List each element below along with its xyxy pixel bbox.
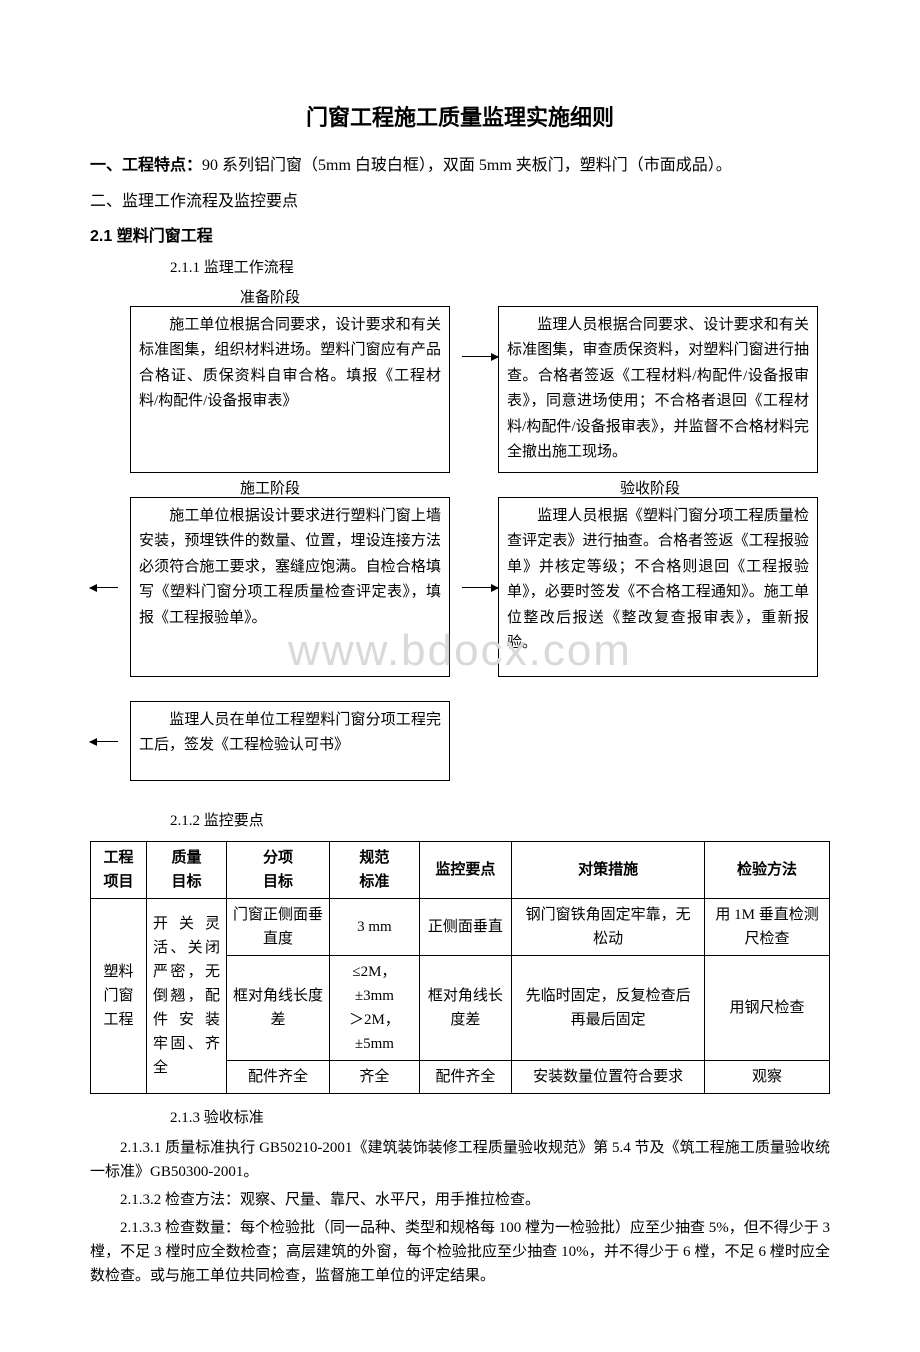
cell: 框对角线长度差 — [419, 955, 511, 1060]
section-2-1-1: 2.1.1 监理工作流程 — [170, 256, 830, 280]
page-title: 门窗工程施工质量监理实施细则 — [90, 100, 830, 135]
flow-row-2: 施工单位根据设计要求进行塑料门窗上墙安装，预埋铁件的数量、位置，埋设连接方法必须… — [130, 497, 830, 677]
cell: ≤2M，±3mm＞2M，±5mm — [330, 955, 420, 1060]
para-2131: 2.1.3.1 质量标准执行 GB50210-2001《建筑装饰装修工程质量验收… — [90, 1136, 830, 1184]
cell: 配件齐全 — [419, 1060, 511, 1093]
cell: 观察 — [705, 1060, 830, 1093]
flow-box-1: 施工单位根据合同要求，设计要求和有关标准图集，组织材料进场。塑料门窗应有产品合格… — [130, 306, 450, 473]
flowchart: 准备阶段 施工单位根据合同要求，设计要求和有关标准图集，组织材料进场。塑料门窗应… — [90, 286, 830, 781]
section-2-heading: 二、监理工作流程及监控要点 — [90, 189, 830, 215]
section-1-label: 一、工程特点： — [90, 157, 202, 174]
section-2-1: 2.1 塑料门窗工程 — [90, 224, 830, 250]
control-table: 工程项目 质量目标 分项目标 规范标准 监控要点 对策措施 检验方法 塑料门窗工… — [90, 841, 830, 1094]
cell: 门窗正侧面垂直度 — [227, 898, 330, 955]
table-row: 塑料门窗工程 开 关 灵活、关闭严密，无倒翘，配件 安 装牢固、齐全 门窗正侧面… — [91, 898, 830, 955]
col-sub: 分项目标 — [227, 841, 330, 898]
flow-box-4: 监理人员根据《塑料门窗分项工程质量检查评定表》进行抽查。合格者签返《工程报验单》… — [498, 497, 818, 677]
flow-row-1: 施工单位根据合同要求，设计要求和有关标准图集，组织材料进场。塑料门窗应有产品合格… — [130, 306, 830, 473]
arrow-left-icon — [90, 587, 118, 588]
cell: 用钢尺检查 — [705, 955, 830, 1060]
section-1-text: 90 系列铝门窗（5mm 白玻白框），双面 5mm 夹板门，塑料门（市面成品）。 — [202, 157, 732, 174]
flow-box-2: 监理人员根据合同要求、设计要求和有关标准图集，审查质保资料，对塑料门窗进行抽查。… — [498, 306, 818, 473]
cell: 配件齐全 — [227, 1060, 330, 1093]
flow-box-5: 监理人员在单位工程塑料门窗分项工程完工后，签发《工程检验认可书》 — [130, 701, 450, 781]
para-2132: 2.1.3.2 检查方法：观察、尺量、靠尺、水平尺，用手推拉检查。 — [90, 1188, 830, 1212]
cell: 3 mm — [330, 898, 420, 955]
col-method: 检验方法 — [705, 841, 830, 898]
col-point: 监控要点 — [419, 841, 511, 898]
cell-goal: 开 关 灵活、关闭严密，无倒翘，配件 安 装牢固、齐全 — [147, 898, 227, 1093]
arrow-right-icon — [462, 356, 498, 357]
cell: 用 1M 垂直检测尺检查 — [705, 898, 830, 955]
arrow-right-icon — [462, 587, 498, 588]
col-goal: 质量目标 — [147, 841, 227, 898]
cell: 框对角线长度差 — [227, 955, 330, 1060]
para-2133: 2.1.3.3 检查数量：每个检验批（同一品种、类型和规格每 100 樘为一检验… — [90, 1216, 830, 1288]
flow-box-3: 施工单位根据设计要求进行塑料门窗上墙安装，预埋铁件的数量、位置，埋设连接方法必须… — [130, 497, 450, 677]
cell: 安装数量位置符合要求 — [512, 1060, 705, 1093]
section-2-1-2: 2.1.2 监控要点 — [170, 809, 830, 833]
cell-proj: 塑料门窗工程 — [91, 898, 147, 1093]
cell: 先临时固定，反复检查后再最后固定 — [512, 955, 705, 1060]
arrow-left-icon — [90, 741, 118, 742]
section-2-1-3: 2.1.3 验收标准 — [170, 1106, 830, 1130]
col-proj: 工程项目 — [91, 841, 147, 898]
table-header-row: 工程项目 质量目标 分项目标 规范标准 监控要点 对策措施 检验方法 — [91, 841, 830, 898]
col-measure: 对策措施 — [512, 841, 705, 898]
cell: 齐全 — [330, 1060, 420, 1093]
cell: 正侧面垂直 — [419, 898, 511, 955]
flow-row-3: 监理人员在单位工程塑料门窗分项工程完工后，签发《工程检验认可书》 — [130, 701, 830, 781]
cell: 钢门窗铁角固定牢靠，无松动 — [512, 898, 705, 955]
section-1: 一、工程特点：90 系列铝门窗（5mm 白玻白框），双面 5mm 夹板门，塑料门… — [90, 153, 830, 179]
col-std: 规范标准 — [330, 841, 420, 898]
